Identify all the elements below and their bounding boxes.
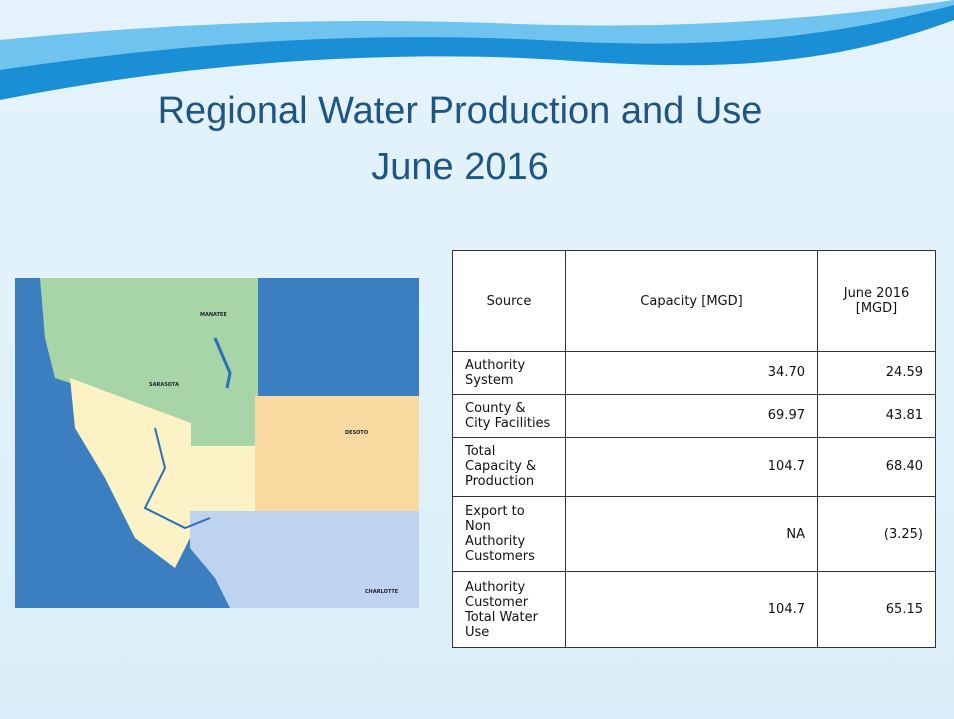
map-label: MANATEE [200,312,227,318]
wave-top [0,0,954,40]
value-cell: 24.59 [817,351,936,395]
value-cell: 43.81 [817,393,936,438]
water-table: Source Capacity [MGD] June 2016 [MGD] Autho… [452,250,936,648]
source-cell: Authority Customer Total Water Use [452,571,566,648]
charlotte-county [190,511,419,608]
value-cell: 104.7 [565,571,818,648]
table-row: Authority Customer Total Water Use 104.7 6… [452,571,936,648]
value-cell: 65.15 [817,571,936,648]
source-cell: Total Capacity & Production [452,436,566,497]
table-row: Total Capacity & Production 104.7 68.40 [452,436,936,497]
value-cell: NA [565,495,818,573]
column-header: Source [452,250,566,352]
value-cell: 68.40 [817,436,936,497]
map: MANATEE SARASOTA DESOTO CHARLOTTE [15,278,419,608]
table-row: Export to Non Authority Customers NA (3.25… [452,495,936,573]
title: Regional Water Production and Use [157,90,763,132]
column-header: Capacity [MGD] [565,250,818,352]
source-cell: Authority System [452,351,566,395]
value-cell: 69.97 [565,393,818,438]
table-row: Authority System 34.70 24.59 [452,351,936,395]
header-wave [0,0,954,100]
map-label: DESOTO [345,430,368,436]
source-cell: Export to Non Authority Customers [452,495,566,573]
river [143,427,211,530]
manatee-county [40,278,258,446]
column-header: June 2016 [MGD] [817,250,936,352]
map-label: CHARLOTTE [365,589,399,595]
subtitle: June 2016 [371,146,549,188]
value-cell: (3.25) [817,495,936,573]
river [213,337,232,389]
table-row: County & City Facilities 69.97 43.81 [452,393,936,438]
map-label: SARASOTA [149,382,179,388]
source-cell: County & City Facilities [452,393,566,438]
value-cell: 34.70 [565,351,818,395]
value-cell: 104.7 [565,436,818,497]
desoto-county [255,396,419,511]
